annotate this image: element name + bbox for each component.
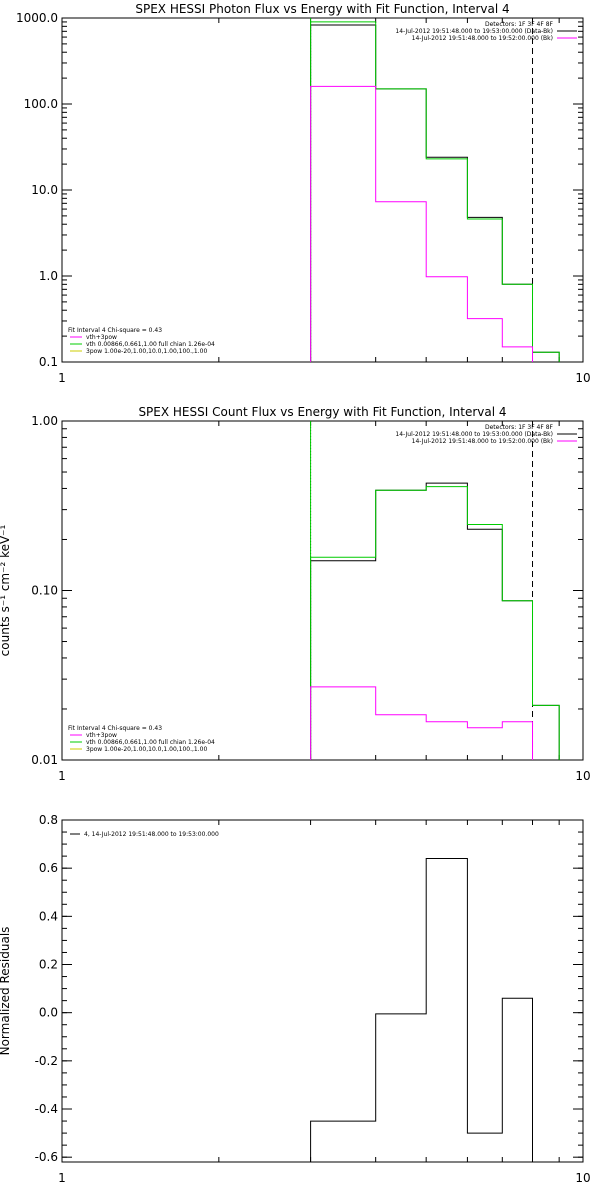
photon-title: SPEX HESSI Photon Flux vs Energy with Fi… — [135, 2, 509, 16]
photon-series-data — [310, 24, 560, 362]
count-series-data — [310, 482, 560, 760]
count-fit-line: Fit Interval 4 Chi-square = 0.43 — [68, 725, 162, 732]
count-x-tick-label: 1 — [58, 769, 66, 783]
count-series-bk — [310, 686, 533, 760]
residuals-x-tick-label: 10 — [575, 1171, 590, 1185]
count-fit-line: vth+3pow — [86, 732, 117, 739]
residuals-y-tick-label: -0.6 — [35, 1150, 58, 1164]
photon-x-tick-label: 10 — [575, 371, 590, 385]
photon-y-tick-label: 0.1 — [39, 355, 58, 369]
count-title: SPEX HESSI Count Flux vs Energy with Fit… — [138, 405, 506, 419]
count-y-tick-label: 1.00 — [31, 414, 58, 428]
photon-fit-line: vth 0.00866,0.661,1.00 full chian 1.26e-… — [86, 341, 215, 348]
residuals-series-4-14-jul-2012-19-51-48-000-to-19-53-00-000 — [310, 858, 533, 1162]
residuals-y-tick-label: 0.8 — [39, 813, 58, 827]
residuals-y-axis-label: Normalized Residuals — [0, 927, 12, 1056]
photon-series-vth-3pow — [310, 21, 560, 362]
residuals-y-tick-label: 0.0 — [39, 1006, 58, 1020]
residuals-y-tick-label: 0.4 — [39, 909, 58, 923]
photon-axes-frame — [61, 17, 584, 363]
photon-x-tick-label: 1 — [58, 371, 66, 385]
count-header-line: 14-Jul-2012 19:51:48.000 to 19:53:00.000… — [395, 431, 553, 438]
residuals-axes-frame — [61, 819, 584, 1163]
count-header-line: Detectors: 1F 3F 4F 8F — [485, 424, 554, 431]
count-panel: SPEX HESSI Count Flux vs Energy with Fit… — [0, 405, 591, 783]
residuals-y-tick-label: 0.6 — [39, 861, 58, 875]
photon-y-tick-label: 1.0 — [39, 269, 58, 283]
photon-panel: SPEX HESSI Photon Flux vs Energy with Fi… — [16, 2, 591, 385]
count-header-line: 14-Jul-2012 19:51:48.000 to 19:52:00.000… — [412, 438, 553, 445]
photon-series-bk — [310, 85, 533, 362]
count-y-tick-label: 0.01 — [31, 753, 58, 767]
residuals-y-tick-label: -0.4 — [35, 1102, 58, 1116]
photon-y-tick-label: 100.0 — [24, 97, 58, 111]
count-y-tick-label: 0.10 — [31, 584, 58, 598]
photon-y-tick-label: 1000.0 — [16, 11, 58, 25]
residuals-panel: Normalized Residuals 1 10 -0.6 -0.4 -0.2 0.0 0.… — [0, 813, 591, 1185]
photon-header-line: Detectors: 1F 3F 4F 8F — [485, 21, 554, 28]
count-fit-line: vth 0.00866,0.661,1.00 full chian 1.26e-… — [86, 739, 215, 746]
photon-fit-line: 3pow 1.00e-20,1.00,10.0,1.00,100.,1.00 — [86, 348, 207, 355]
residuals-y-tick-label: 0.2 — [39, 958, 58, 972]
photon-header-line: 14-Jul-2012 19:51:48.000 to 19:53:00.000… — [395, 28, 553, 35]
photon-y-tick-label: 10.0 — [31, 183, 58, 197]
photon-fit-line: Fit Interval 4 Chi-square = 0.43 — [68, 327, 162, 334]
residuals-x-tick-label: 1 — [58, 1171, 66, 1185]
count-series-vth-3pow — [310, 486, 560, 760]
residuals-y-tick-label: -0.2 — [35, 1054, 58, 1068]
count-fit-line: 3pow 1.00e-20,1.00,10.0,1.00,100.,1.00 — [86, 746, 207, 753]
photon-header-line: 14-Jul-2012 19:51:48.000 to 19:52:00.000… — [412, 35, 553, 42]
residuals-legend-text: 4, 14-Jul-2012 19:51:48.000 to 19:53:00.… — [84, 831, 219, 838]
count-x-tick-label: 10 — [575, 769, 590, 783]
count-axes-frame — [61, 420, 584, 761]
photon-fit-line: vth+3pow — [86, 334, 117, 341]
count-y-axis-label: counts s⁻¹ cm⁻² keV⁻¹ — [0, 524, 12, 656]
